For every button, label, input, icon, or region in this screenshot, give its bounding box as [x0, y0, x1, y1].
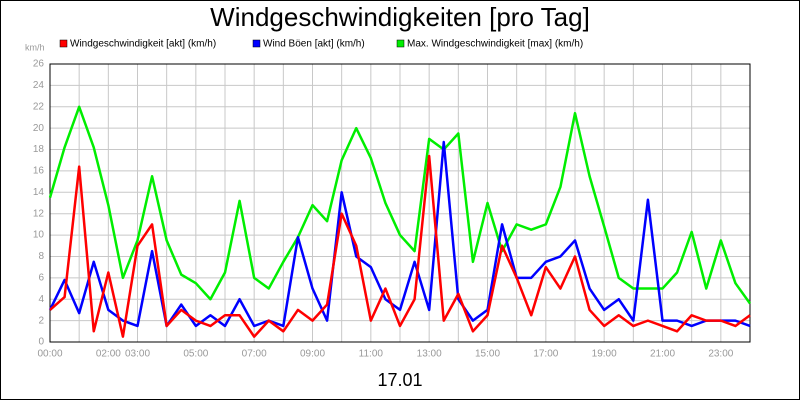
y-tick-label: 4 [38, 294, 44, 305]
series-line [48, 105, 752, 305]
x-tick-label: 09:00 [300, 349, 325, 360]
legend-label: Wind Böen [akt] (km/h) [263, 39, 365, 50]
chart-title: Windgeschwindigkeiten [pro Tag] [210, 2, 590, 32]
x-tick-label: 21:00 [650, 349, 675, 360]
legend-swatch [252, 39, 261, 48]
y-axis-label: km/h [25, 42, 45, 52]
legend-swatch [396, 39, 405, 48]
x-tick-label: 00:00 [37, 349, 62, 360]
x-tick-label: 17:00 [533, 349, 558, 360]
y-tick-label: 2 [38, 315, 44, 326]
legend-label: Max. Windgeschwindigkeit [max] (km/h) [407, 39, 583, 50]
y-tick-label: 24 [33, 80, 45, 91]
legend-label: Windgeschwindigkeit [akt] (km/h) [70, 39, 216, 50]
y-tick-label: 0 [38, 337, 44, 348]
y-tick-label: 20 [33, 123, 45, 134]
x-tick-label: 03:00 [125, 349, 150, 360]
y-tick-label: 16 [33, 166, 45, 177]
x-axis-label: 17.01 [377, 370, 422, 390]
y-tick-label: 12 [33, 208, 45, 219]
x-tick-label: 19:00 [592, 349, 617, 360]
y-tick-label: 26 [33, 59, 45, 70]
series-line [49, 154, 751, 338]
legend-swatch [59, 39, 68, 48]
x-tick-label: 15:00 [475, 349, 500, 360]
plot-border [49, 63, 751, 343]
x-tick-label: 13:00 [417, 349, 442, 360]
x-tick-label: 11:00 [359, 349, 384, 360]
x-tick-label: 07:00 [242, 349, 267, 360]
y-tick-label: 18 [33, 144, 45, 155]
x-tick-label: 23:00 [708, 349, 733, 360]
y-tick-label: 22 [33, 101, 45, 112]
y-tick-label: 8 [38, 251, 44, 262]
x-tick-label: 05:00 [183, 349, 208, 360]
y-tick-label: 14 [33, 187, 45, 198]
y-tick-label: 10 [33, 230, 45, 241]
y-tick-label: 6 [38, 272, 44, 283]
x-tick-label: 02:00 [96, 349, 121, 360]
